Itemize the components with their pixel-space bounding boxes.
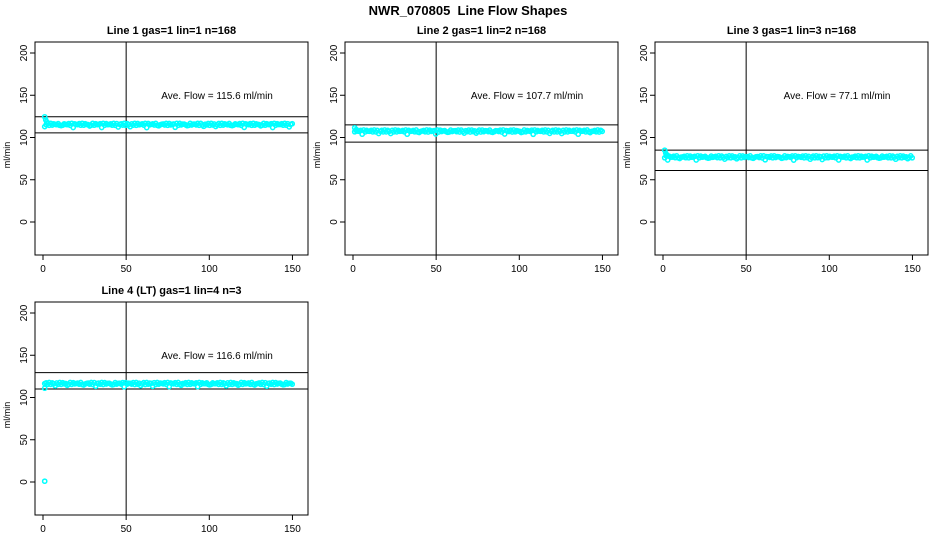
subplot-title: Line 2 gas=1 lin=2 n=168: [417, 25, 546, 37]
data-point: [289, 381, 296, 388]
y-tick-label: 200: [639, 44, 650, 61]
page-title: NWR_070805 Line Flow Shapes: [368, 3, 568, 18]
y-tick-label: 150: [19, 346, 30, 363]
y-tick-label: 50: [639, 174, 650, 186]
x-tick-label: 100: [201, 524, 218, 535]
y-axis-label: ml/min: [312, 142, 322, 169]
y-tick-label: 50: [19, 174, 30, 186]
subplot-canvas: Line 4 (LT) gas=1 lin=4 n=3 200 150 100 50 0 m…: [2, 285, 309, 535]
x-tick-label: 100: [511, 264, 528, 275]
y-tick-label: 50: [19, 434, 30, 446]
y-tick-label: 200: [329, 44, 340, 61]
data-point: [661, 147, 668, 154]
x-tick-label: 50: [121, 264, 133, 275]
x-tick-label: 150: [904, 264, 921, 275]
y-tick-label: 150: [19, 86, 30, 103]
y-tick-label: 0: [639, 219, 650, 225]
y-tick-label: 100: [639, 129, 650, 146]
subplot-canvas: Line 1 gas=1 lin=1 n=168 200 150 100 50 0 ml/m…: [2, 25, 309, 275]
subplot-canvas: Line 2 gas=1 lin=2 n=168 200 150 100 50 0 ml/m…: [312, 25, 619, 275]
y-tick-label: 200: [19, 304, 30, 321]
plot-box: [34, 41, 309, 256]
subplot-panel-4: Line 4 (LT) gas=1 lin=4 n=3 200 150 100 50 0 m…: [0, 280, 312, 540]
data-points: [661, 147, 916, 163]
x-tick-label: 100: [201, 264, 218, 275]
y-tick-label: 150: [329, 86, 340, 103]
subplot-title: Line 3 gas=1 lin=3 n=168: [727, 25, 856, 37]
subplot-panel-3: Line 3 gas=1 lin=3 n=168 200 150 100 50 0 ml/m…: [620, 20, 932, 280]
subplot-title: Line 1 gas=1 lin=1 n=168: [107, 25, 236, 37]
plot-box: [654, 41, 929, 256]
x-tick-label: 0: [660, 264, 666, 275]
y-tick-label: 100: [19, 129, 30, 146]
ave-flow-annotation: Ave. Flow = 77.1 ml/min: [784, 91, 891, 102]
data-points: [41, 379, 296, 485]
y-tick-label: 0: [19, 219, 30, 225]
x-tick-label: 0: [350, 264, 356, 275]
data-point: [909, 154, 916, 161]
x-tick-label: 150: [594, 264, 611, 275]
y-axis-label: ml/min: [2, 402, 12, 429]
y-tick-label: 0: [19, 479, 30, 485]
data-point: [41, 385, 48, 392]
x-tick-label: 50: [121, 524, 133, 535]
subplot-panel-2: Line 2 gas=1 lin=2 n=168 200 150 100 50 0 ml/m…: [310, 20, 622, 280]
y-tick-label: 50: [329, 174, 340, 186]
y-tick-label: 100: [329, 129, 340, 146]
ave-flow-annotation: Ave. Flow = 107.7 ml/min: [471, 91, 583, 102]
x-tick-label: 0: [40, 524, 46, 535]
subplot-canvas: Line 3 gas=1 lin=3 n=168 200 150 100 50 0 ml/m…: [622, 25, 929, 275]
data-point: [41, 478, 48, 485]
x-tick-label: 100: [821, 264, 838, 275]
x-tick-label: 0: [40, 264, 46, 275]
ave-flow-annotation: Ave. Flow = 116.6 ml/min: [161, 351, 273, 362]
data-point: [289, 120, 296, 127]
data-points: [41, 113, 296, 131]
y-tick-label: 150: [639, 86, 650, 103]
y-tick-label: 100: [19, 389, 30, 406]
y-tick-label: 0: [329, 219, 340, 225]
x-tick-label: 150: [284, 264, 301, 275]
subplot-panel-1: Line 1 gas=1 lin=1 n=168 200 150 100 50 0 ml/m…: [0, 20, 312, 280]
x-tick-label: 50: [741, 264, 753, 275]
data-point: [41, 113, 48, 120]
plot-box: [34, 301, 309, 516]
x-tick-label: 50: [431, 264, 443, 275]
y-axis-label: ml/min: [2, 142, 12, 169]
subplot-title: Line 4 (LT) gas=1 lin=4 n=3: [101, 285, 241, 297]
ave-flow-annotation: Ave. Flow = 115.6 ml/min: [161, 91, 273, 102]
plot-box: [344, 41, 619, 256]
data-point: [599, 128, 606, 135]
y-axis-label: ml/min: [622, 142, 632, 169]
data-points: [351, 124, 606, 138]
x-tick-label: 150: [284, 524, 301, 535]
y-tick-label: 200: [19, 44, 30, 61]
